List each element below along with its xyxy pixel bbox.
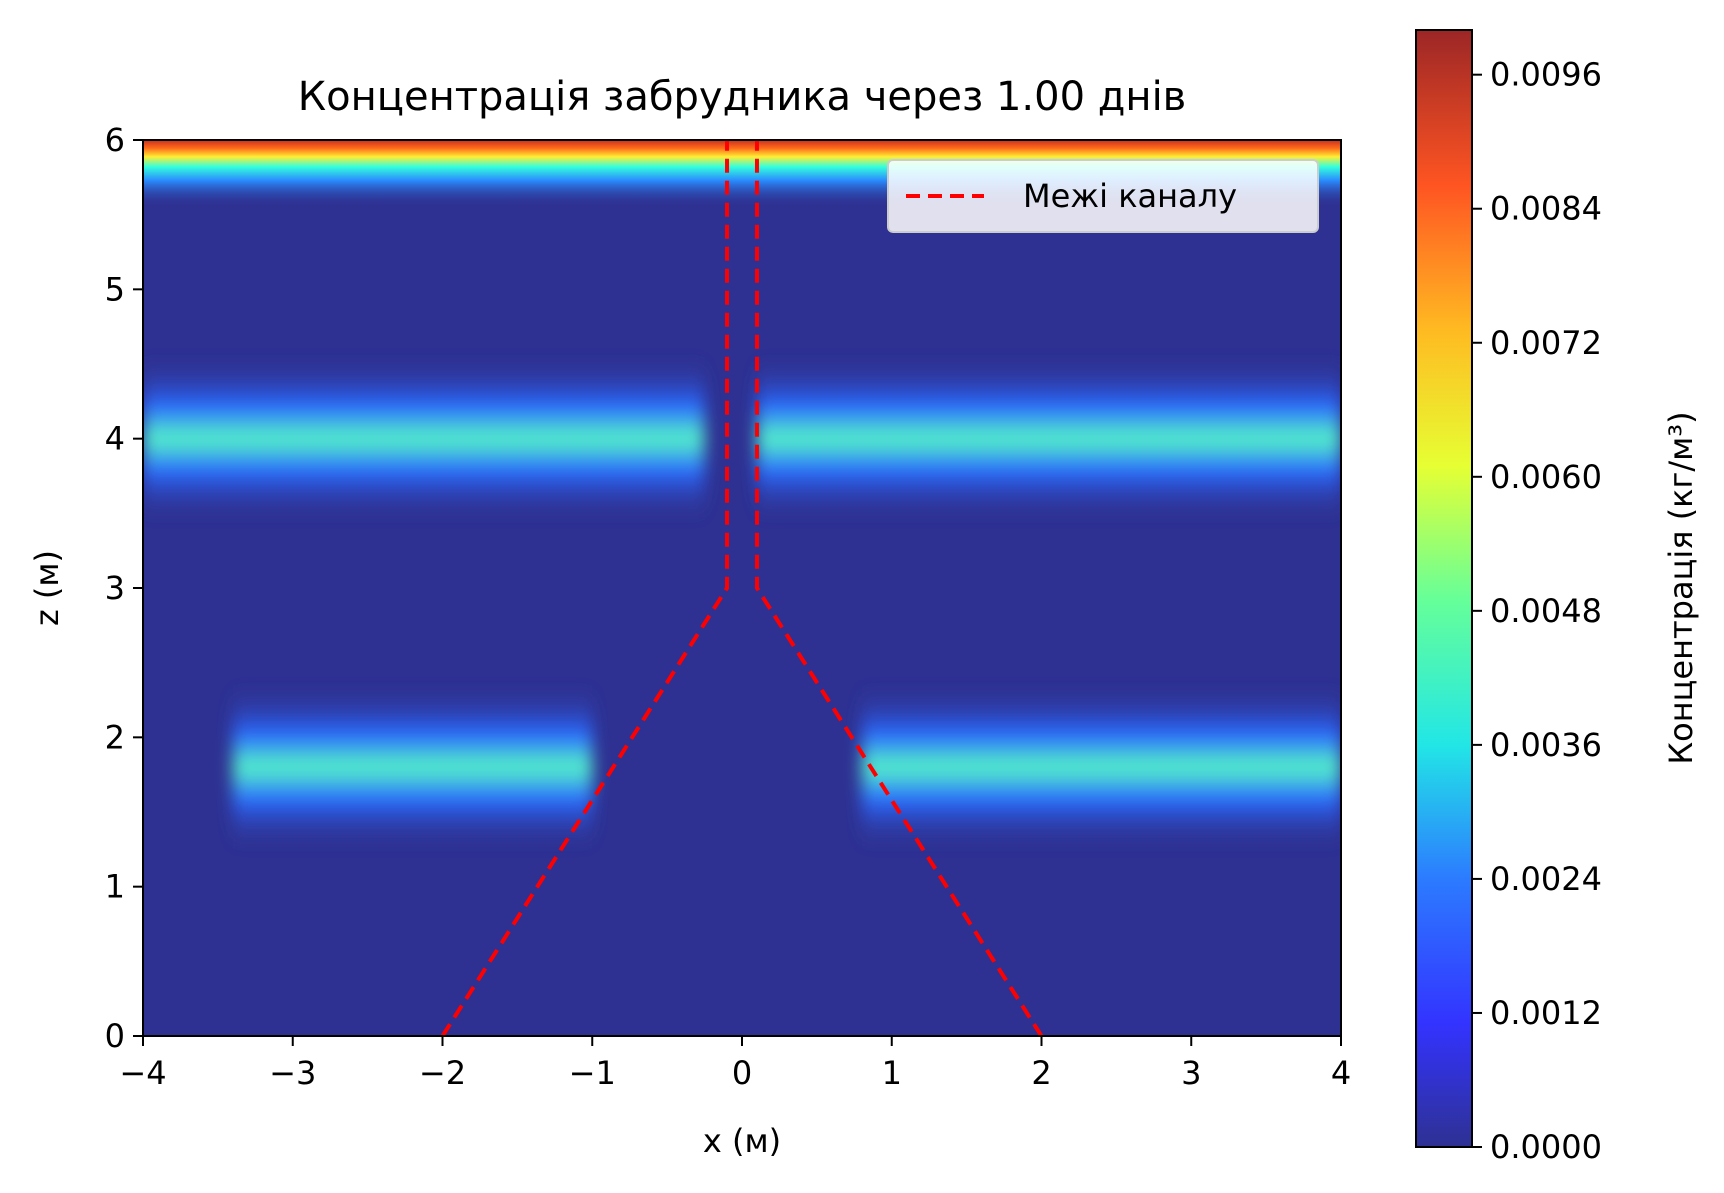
colorbar-scale xyxy=(1415,29,1473,1148)
y-tick-label: 2 xyxy=(105,718,125,756)
colorbar-ticks: 0.0000 0.0012 0.0024 0.0036 0.0048 0.0060 0.00… xyxy=(1472,56,1602,1166)
layer-concentration-band xyxy=(143,356,705,521)
colorbar: 0.0000 0.0012 0.0024 0.0036 0.0048 0.0060 0.00… xyxy=(1415,29,1700,1166)
channel-boundary-left xyxy=(440,140,730,1036)
channel-boundary-right xyxy=(754,140,1044,1036)
colorbar-tick-label: 0.0084 xyxy=(1490,190,1602,228)
layer-concentration-band xyxy=(232,685,593,850)
colorbar-tick-label: 0.0024 xyxy=(1490,860,1602,898)
x-tick-label: −3 xyxy=(269,1054,316,1092)
layer-concentration-band xyxy=(861,685,1341,850)
colorbar-tick-label: 0.0072 xyxy=(1490,324,1602,362)
colorbar-tick-label: 0.0012 xyxy=(1490,994,1602,1032)
plot-area xyxy=(143,140,1341,1036)
colorbar-tick-label: 0.0036 xyxy=(1490,726,1602,764)
x-tick-label: 2 xyxy=(1031,1054,1051,1092)
plot-background xyxy=(143,140,1341,1036)
y-tick-label: 4 xyxy=(105,420,125,458)
concentration-field xyxy=(143,140,1341,850)
legend: Межі каналу xyxy=(887,159,1319,233)
colorbar-tick-label: 0.0096 xyxy=(1490,56,1602,94)
y-axis-label: z (м) xyxy=(28,550,66,626)
y-tick-label: 1 xyxy=(105,868,125,906)
y-tick-label: 6 xyxy=(105,121,125,159)
colorbar-tick-label: 0.0060 xyxy=(1490,458,1602,496)
x-tick-label: −4 xyxy=(119,1054,166,1092)
colorbar-tick-label: 0.0000 xyxy=(1490,1128,1602,1166)
layer-concentration-band xyxy=(756,356,1341,521)
legend-label: Межі каналу xyxy=(1023,177,1237,215)
x-tick-label: −1 xyxy=(569,1054,616,1092)
channel-boundary xyxy=(440,140,1044,1036)
y-tick-label: 0 xyxy=(105,1017,125,1055)
colorbar-label: Концентрація (кг/м³) xyxy=(1662,411,1700,764)
chart-title: Концентрація забрудника через 1.00 днів xyxy=(298,74,1187,120)
x-tick-label: 0 xyxy=(732,1054,752,1092)
x-axis-ticks: −4 −3 −2 −1 0 1 2 3 4 xyxy=(119,1036,1351,1092)
x-tick-label: 1 xyxy=(882,1054,902,1092)
y-axis-ticks: 0 1 2 3 4 5 6 xyxy=(105,121,143,1055)
y-tick-label: 5 xyxy=(105,270,125,308)
legend-box xyxy=(887,159,1319,233)
x-tick-label: 3 xyxy=(1181,1054,1201,1092)
x-axis-label: x (м) xyxy=(703,1122,781,1160)
x-tick-label: 4 xyxy=(1331,1054,1351,1092)
y-tick-label: 3 xyxy=(105,569,125,607)
colorbar-tick-label: 0.0048 xyxy=(1490,592,1602,630)
x-tick-label: −2 xyxy=(419,1054,466,1092)
